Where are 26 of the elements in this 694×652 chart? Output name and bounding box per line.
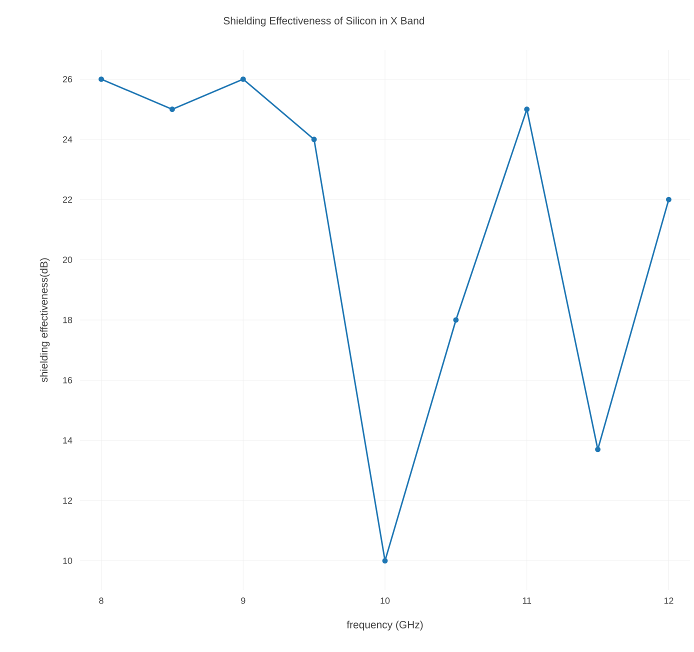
x-tick-label: 11 — [522, 598, 532, 604]
y-tick-label: 26 — [62, 76, 72, 82]
x-tick-label: 9 — [241, 598, 246, 604]
point — [595, 446, 601, 452]
x-axis-title: frequency (GHz) — [346, 620, 423, 630]
point — [169, 106, 175, 112]
y-tick-label: 10 — [63, 558, 72, 564]
y-tick-label: 14 — [63, 437, 72, 444]
point — [311, 136, 317, 142]
point — [524, 106, 530, 112]
point — [382, 558, 388, 564]
y-tick-label: 16 — [63, 377, 72, 384]
y-tick-label: 18 — [63, 316, 72, 324]
y-tick-label: 20 — [62, 256, 72, 263]
y-tick-label: 22 — [62, 196, 72, 203]
point — [240, 76, 246, 82]
point — [666, 196, 672, 202]
x-tick-label: 8 — [99, 598, 104, 604]
y-tick-label: 12 — [63, 497, 72, 504]
point — [453, 317, 459, 323]
chart-title: Shielding Effectiveness of Silicon in X Band — [224, 16, 424, 26]
x-tick-label: 12 — [664, 598, 674, 604]
x-tick-label: 10 — [380, 598, 390, 604]
point — [98, 76, 104, 82]
y-axis-title: shielding effectiveness(dB) — [40, 258, 50, 382]
y-tick-label: 24 — [62, 136, 72, 143]
